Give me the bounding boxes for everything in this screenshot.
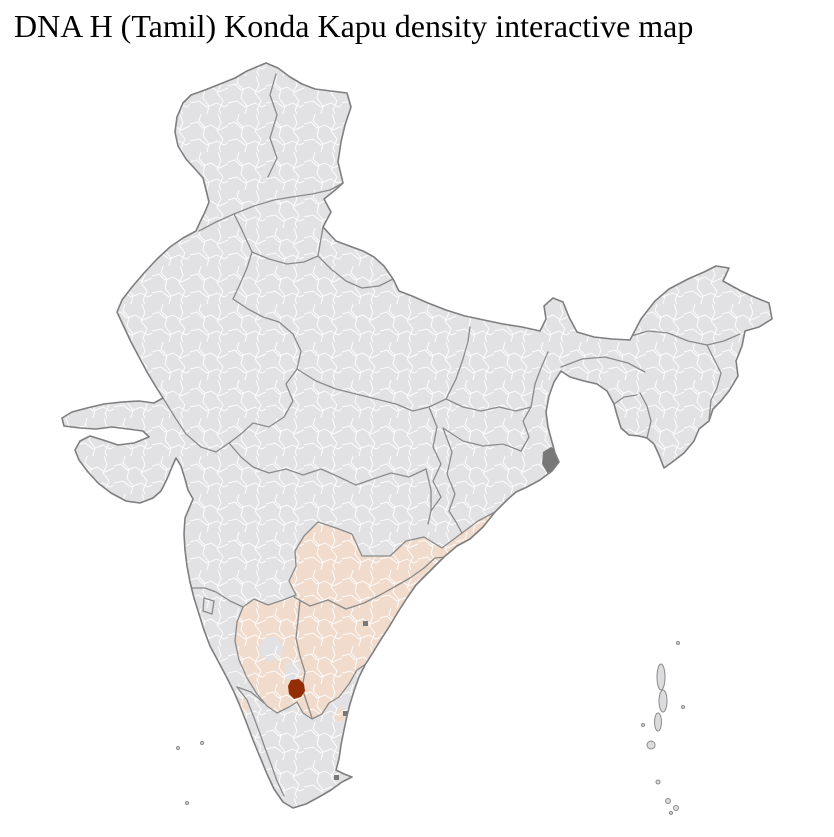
highlight-region-border bbox=[234, 511, 496, 720]
page-title: DNA H (Tamil) Konda Kapu density interac… bbox=[14, 8, 694, 44]
andaman-nicobar-islands[interactable] bbox=[641, 641, 685, 815]
state-borders bbox=[162, 73, 741, 797]
peak-density-district[interactable] bbox=[288, 679, 305, 699]
india-country-outline bbox=[61, 62, 773, 809]
lakshadweep-islands[interactable] bbox=[176, 741, 204, 805]
district-boundaries-mesh bbox=[62, 63, 772, 808]
